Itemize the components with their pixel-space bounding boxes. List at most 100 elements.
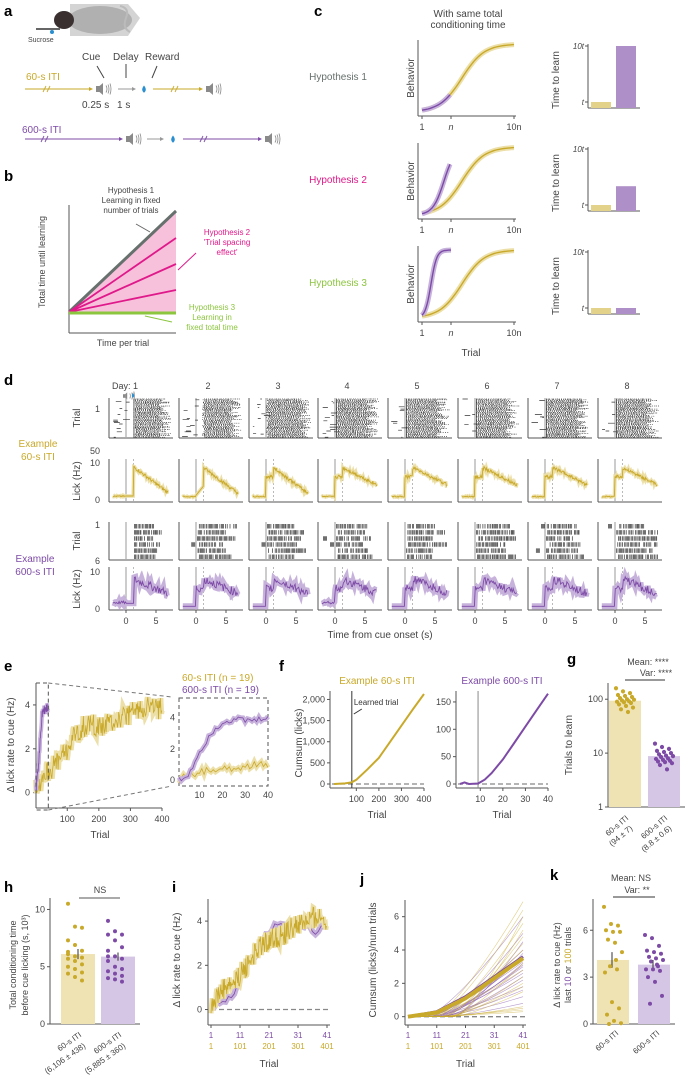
- lick-rate-60-iti: [317, 459, 382, 503]
- data-point: [655, 759, 661, 764]
- data-point: [608, 964, 612, 969]
- lick-rate-sem-band: [252, 572, 311, 610]
- sound-wave: [109, 83, 112, 95]
- annotation-arrow: [353, 708, 363, 715]
- x-tick-label-60: 201: [262, 1042, 276, 1051]
- y-tick-label: 150: [436, 697, 451, 707]
- x-tick-label: 0: [123, 616, 128, 626]
- x-tick-label: 1: [419, 328, 424, 338]
- y-tick-label: t: [582, 98, 585, 107]
- hyp2-arrow: [177, 252, 197, 271]
- data-point: [631, 697, 637, 702]
- data-point: [73, 959, 77, 963]
- hyp1-line: [67, 209, 178, 314]
- data-point: [66, 952, 70, 957]
- stat-mean: NS: [94, 885, 107, 895]
- raster-60-iti: [597, 398, 662, 439]
- data-point: [649, 959, 653, 964]
- x-tick-label: 400: [416, 794, 431, 804]
- data-point: [662, 760, 668, 765]
- data-point: [616, 923, 620, 928]
- f-title-60: Example 60-s ITI: [339, 676, 415, 687]
- arrowhead: [199, 87, 203, 91]
- iti600-curve: [421, 94, 451, 111]
- lick-raster-marks: [602, 398, 659, 438]
- lick-raster-marks: [322, 398, 379, 438]
- x-tick-label: 100: [60, 814, 75, 824]
- time-to-learn-ylabel: Time to learn: [551, 154, 562, 212]
- x-tick-label: 5: [502, 616, 507, 626]
- category-label: 60-s ITI: [594, 1029, 621, 1053]
- data-point: [651, 967, 655, 972]
- y-tick-label: 0: [25, 788, 30, 798]
- inset-x-tick-label: 20: [217, 790, 227, 800]
- y-tick-label: 3: [583, 972, 588, 982]
- data-point: [113, 954, 117, 959]
- y-tick-label: 0: [446, 779, 451, 789]
- data-point: [661, 749, 667, 755]
- legend-iti60: 60-s ITI (n = 19): [182, 673, 253, 684]
- y-tick-label: 4: [25, 700, 30, 710]
- lick-rate-sem-band: [112, 463, 170, 500]
- data-point: [620, 950, 624, 955]
- data-point: [120, 932, 124, 937]
- behavior-ylabel: Behavior: [406, 58, 417, 98]
- x-tick-label-600: 21: [461, 1031, 470, 1040]
- bar-iti600: [101, 956, 135, 1024]
- data-point: [611, 929, 615, 934]
- panel-label-g: g: [567, 651, 576, 668]
- lick-raster-marks: [252, 398, 311, 438]
- cumsum-line: [333, 693, 425, 785]
- lick-raster-marks: [191, 524, 237, 559]
- y-tick-label: 100: [436, 724, 451, 734]
- panel-c: With same total conditioning time Hypoth…: [309, 9, 640, 359]
- sound-wave: [107, 84, 110, 94]
- reward-label: Reward: [145, 52, 179, 63]
- sound-wave: [219, 83, 222, 95]
- day-label-5: 5: [414, 381, 419, 391]
- lick-raster-marks: [608, 524, 658, 559]
- panel-label-f: f: [279, 658, 285, 675]
- data-point: [607, 1022, 611, 1026]
- hyp2-text-3: effect': [217, 248, 238, 257]
- lick-rate-60-iti: [527, 459, 592, 503]
- data-point: [621, 700, 627, 705]
- y-tick-label: t: [582, 201, 585, 210]
- raster-60-iti: [527, 398, 592, 439]
- lick-rate-trace: [112, 465, 169, 498]
- lick-ylabel: Lick (Hz): [72, 569, 83, 608]
- hyp2-line: [68, 237, 177, 313]
- y-tick-label: 5: [40, 962, 45, 972]
- data-point: [80, 925, 84, 930]
- raster-60-iti: [248, 398, 313, 439]
- bar-iti60: [597, 959, 629, 1024]
- raster-600-iti: [248, 522, 313, 561]
- y-tick-label: 100: [588, 694, 603, 704]
- speaker-body: [96, 86, 100, 92]
- sound-wave: [137, 134, 140, 144]
- data-point: [645, 948, 649, 953]
- data-point: [620, 689, 626, 694]
- day-label-6: 6: [484, 381, 489, 391]
- data-point: [652, 950, 656, 955]
- legend-iti600: 600-s ITI (n = 19): [182, 685, 259, 696]
- data-point: [658, 754, 664, 760]
- sound-wave: [278, 133, 281, 145]
- data-point: [113, 964, 117, 969]
- y-tick-label: 0: [394, 1012, 399, 1022]
- hyp2-text-1: Hypothesis 2: [204, 228, 251, 237]
- inset-x-tick-label: 40: [263, 790, 273, 800]
- x-tick-label-60: 201: [459, 1042, 473, 1051]
- data-point: [120, 956, 124, 961]
- data-point: [106, 918, 110, 923]
- learned-trial-annotation: Learned trial: [354, 698, 399, 707]
- bar-iti600: [616, 308, 636, 314]
- y-tick-label: 6: [583, 925, 588, 935]
- bar-iti60: [591, 205, 611, 211]
- ylabel-part: 10: [563, 977, 573, 987]
